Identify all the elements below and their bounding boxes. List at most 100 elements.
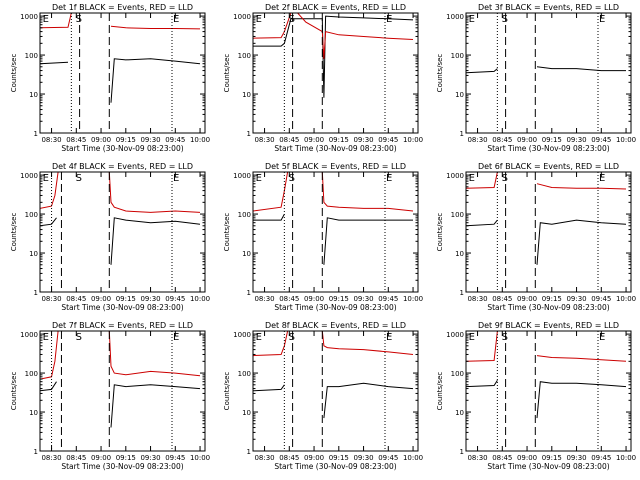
x-axis-label: Start Time (30-Nov-09 08:23:00) [274,303,396,312]
y-tick-label: 10 [29,91,38,99]
x-tick-label: 09:45 [591,136,611,144]
x-tick-label: 09:45 [165,136,185,144]
plot-frame [39,330,206,452]
y-tick-label: 10 [29,250,38,258]
x-tick-label: 08:30 [467,295,487,303]
x-tick-label: 09:30 [140,295,160,303]
flag-label: E [43,332,49,343]
x-tick-label: 09:15 [542,295,562,303]
x-tick-label: 08:45 [66,136,86,144]
x-tick-label: 08:45 [279,136,299,144]
y-tick-label: 10 [242,409,251,417]
x-axis-label: Start Time (30-Nov-09 08:23:00) [487,303,609,312]
y-tick-label: 10 [29,409,38,417]
flag-label: E [599,173,605,184]
x-tick-label: 08:45 [66,295,86,303]
x-tick-label: 09:30 [353,295,373,303]
x-axis-label: Start Time (30-Nov-09 08:23:00) [487,462,609,471]
y-tick-label: 100 [451,370,464,378]
y-tick-label: 10 [242,250,251,258]
y-tick-label: 1 [34,130,38,138]
flag-label: E [256,14,262,25]
flag-label: S [76,332,82,343]
x-axis-label: Start Time (30-Nov-09 08:23:00) [61,144,183,153]
x-tick-label: 09:00 [91,136,111,144]
y-axis-label: Counts/sec [436,372,444,411]
plot-frame [465,171,632,293]
flag-label: S [289,173,295,184]
y-axis-label: Counts/sec [10,372,18,411]
x-tick-label: 08:30 [41,295,61,303]
chart-title: Det 8f BLACK = Events, RED = LLD [265,321,406,330]
y-axis-label: Counts/sec [436,54,444,93]
y-tick-label: 100 [25,211,38,219]
y-tick-label: 1000 [446,172,464,180]
chart-title: Det 6f BLACK = Events, RED = LLD [478,162,619,171]
y-tick-label: 1 [34,448,38,456]
plot-frame [39,12,206,134]
y-tick-label: 1 [247,289,251,297]
y-tick-label: 1000 [233,331,251,339]
x-tick-label: 10:00 [190,136,210,144]
flag-label: E [386,332,392,343]
x-tick-label: 09:45 [165,454,185,462]
x-tick-label: 09:15 [116,295,136,303]
y-tick-label: 1000 [446,13,464,21]
y-axis-label: Counts/sec [223,213,231,252]
x-tick-label: 09:15 [329,136,349,144]
y-tick-label: 1 [460,448,464,456]
y-axis-label: Counts/sec [10,54,18,93]
x-tick-label: 10:00 [616,136,636,144]
y-tick-label: 1000 [446,331,464,339]
y-tick-label: 1000 [20,172,38,180]
plot-frame [252,171,419,293]
flag-label: S [502,332,508,343]
chart-title: Det 7f BLACK = Events, RED = LLD [52,321,193,330]
flag-label: E [469,332,475,343]
plot-frame [252,330,419,452]
chart-title: Det 9f BLACK = Events, RED = LLD [478,321,619,330]
x-tick-label: 08:45 [279,454,299,462]
events-series-line [253,15,414,98]
x-tick-label: 10:00 [190,295,210,303]
x-tick-label: 09:30 [353,136,373,144]
x-tick-label: 09:45 [378,295,398,303]
flag-label: E [256,173,262,184]
y-tick-label: 10 [242,91,251,99]
y-tick-label: 100 [25,52,38,60]
flag-label: S [76,14,82,25]
events-series-line [40,217,201,265]
lld-series-line [253,331,414,357]
plot-frame [465,12,632,134]
flag-label: E [43,173,49,184]
plot-frame [465,330,632,452]
x-axis-label: Start Time (30-Nov-09 08:23:00) [61,462,183,471]
x-tick-label: 09:45 [378,454,398,462]
x-tick-label: 10:00 [190,454,210,462]
flag-label: E [469,14,475,25]
x-tick-label: 09:00 [517,295,537,303]
y-axis-label: Counts/sec [436,213,444,252]
chart-title: Det 2f BLACK = Events, RED = LLD [265,3,406,12]
y-tick-label: 10 [455,91,464,99]
chart-title: Det 5f BLACK = Events, RED = LLD [265,162,406,171]
y-tick-label: 1000 [20,13,38,21]
x-tick-label: 08:45 [66,454,86,462]
x-tick-label: 09:00 [304,295,324,303]
x-axis-label: Start Time (30-Nov-09 08:23:00) [274,462,396,471]
y-tick-label: 10 [455,250,464,258]
y-axis-label: Counts/sec [10,213,18,252]
y-tick-label: 1 [460,289,464,297]
y-tick-label: 1 [247,130,251,138]
x-tick-label: 08:45 [279,295,299,303]
x-tick-label: 09:30 [140,454,160,462]
x-tick-label: 08:30 [467,136,487,144]
x-tick-label: 09:45 [378,136,398,144]
lld-series-line [253,172,414,212]
